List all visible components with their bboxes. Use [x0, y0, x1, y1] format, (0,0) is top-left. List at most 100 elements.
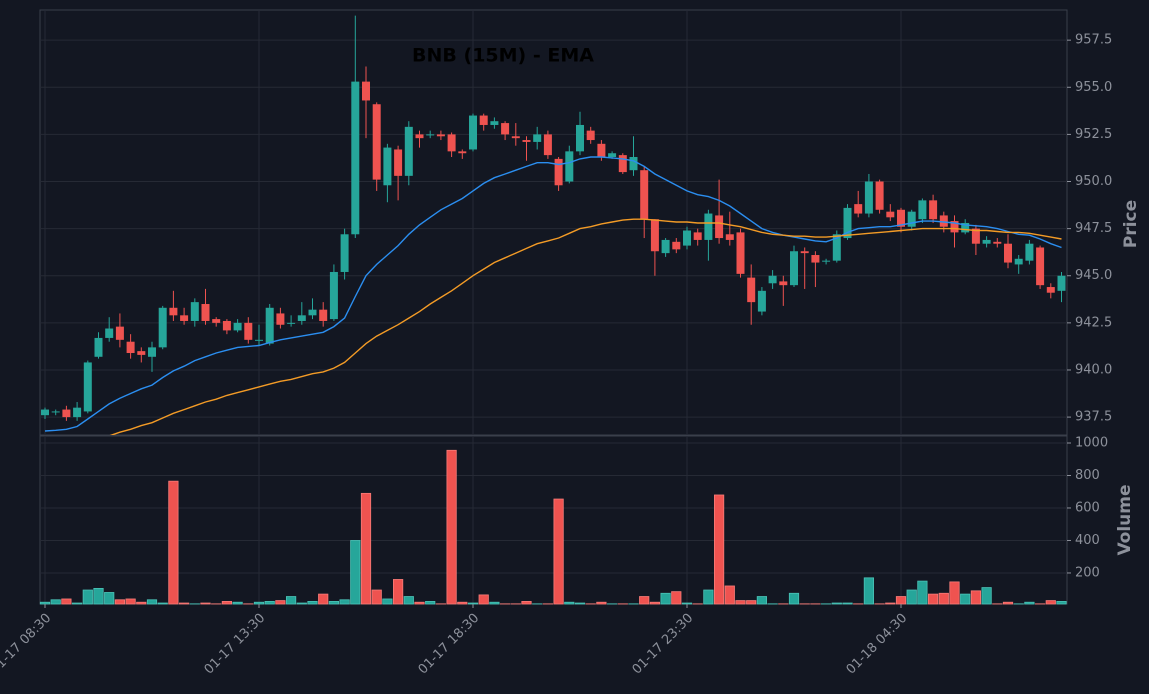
candle-body: [950, 221, 959, 233]
volume-axis-label: Volume: [1115, 484, 1135, 555]
candle-body: [51, 411, 60, 413]
chart-title: BNB (15M) - EMA: [412, 45, 594, 67]
volume-bar: [296, 602, 307, 605]
volume-bar: [168, 480, 179, 605]
volume-bar: [253, 601, 265, 605]
x-tick-label: 01-17 08:30: [0, 611, 54, 678]
y-tick-label: 940.0: [1075, 362, 1112, 377]
volume-bar: [104, 592, 115, 605]
candle-body: [276, 313, 285, 325]
volume-bar: [681, 602, 693, 605]
candle-body: [372, 104, 381, 180]
candle-body: [800, 251, 809, 254]
volume-bar: [1045, 600, 1056, 605]
y-axis-label: Price: [1121, 200, 1141, 248]
candle-body: [886, 211, 895, 218]
candle-body: [126, 341, 135, 354]
x-tick-label: 01-17 23:30: [630, 611, 697, 678]
volume-bar: [61, 598, 72, 605]
volume-bar: [746, 600, 757, 605]
candle-body: [864, 181, 873, 214]
volume-bar: [360, 492, 372, 605]
volume-bar: [221, 601, 232, 605]
volume-tick-label: 800: [1075, 468, 1100, 483]
candle-body: [394, 149, 403, 176]
volume-bar: [649, 601, 661, 605]
candle-body: [961, 222, 970, 233]
volume-bar: [842, 602, 853, 605]
candle-body: [854, 204, 863, 214]
volume-bar: [489, 601, 500, 605]
volume-bar: [831, 602, 842, 605]
candle-body: [736, 232, 745, 274]
candle-body: [929, 200, 938, 220]
candle-body: [415, 134, 424, 139]
candle-body: [190, 302, 199, 321]
candle-body: [672, 241, 681, 250]
volume-tick-label: 600: [1075, 500, 1100, 515]
candle-body: [201, 304, 210, 321]
candle-body: [169, 307, 178, 316]
volume-bar: [350, 540, 361, 605]
volume-bar: [232, 601, 243, 605]
candle-body: [757, 290, 766, 312]
candle-body: [94, 337, 103, 357]
volume-bar: [970, 590, 982, 605]
volume-bar: [1002, 601, 1014, 605]
candle-body: [501, 123, 510, 135]
candle-body: [790, 251, 798, 286]
candle-body: [458, 151, 467, 154]
volume-bar: [863, 577, 875, 605]
volume-bar: [553, 498, 564, 605]
y-tick-label: 952.5: [1075, 127, 1112, 142]
candle-body: [725, 234, 734, 240]
candle-body: [158, 307, 167, 348]
candle-body: [469, 115, 477, 150]
candle-body: [650, 219, 659, 252]
candle-body: [340, 234, 349, 272]
candle-body: [265, 307, 274, 344]
volume-bar: [200, 602, 211, 605]
volume-bar: [446, 449, 457, 605]
candle-body: [661, 239, 670, 254]
candle-body: [629, 157, 638, 171]
volume-bar: [425, 601, 436, 605]
candle-body: [939, 215, 948, 227]
candle-body: [897, 209, 905, 227]
volume-bar: [660, 592, 671, 605]
candle-body: [715, 215, 724, 239]
y-tick-label: 937.5: [1075, 410, 1112, 425]
candle-body: [565, 151, 574, 182]
y-tick-label: 955.0: [1075, 80, 1112, 95]
volume-bar: [671, 591, 682, 605]
candle-body: [907, 211, 916, 227]
volume-bar: [50, 599, 61, 605]
volume-bar: [285, 596, 297, 605]
candle-body: [982, 239, 991, 244]
y-tick-label: 950.0: [1075, 174, 1112, 189]
candle-body: [747, 277, 756, 303]
candle-body: [319, 309, 328, 321]
volume-bar: [960, 593, 971, 605]
volume-bar: [392, 579, 404, 605]
candle-body: [811, 255, 820, 263]
volume-bar: [339, 599, 350, 605]
candle-body: [843, 207, 852, 239]
volume-bar: [574, 602, 586, 605]
candle-body: [62, 409, 71, 418]
grid: [40, 10, 1067, 604]
volume-bar: [136, 601, 147, 605]
volume-bar: [938, 592, 949, 605]
volume-bar: [724, 585, 735, 605]
candle-body: [297, 315, 306, 321]
candle-body: [41, 409, 49, 416]
candle-body: [479, 115, 488, 125]
candle-body: [511, 136, 520, 139]
candle-body: [308, 309, 317, 316]
volume-bar: [564, 601, 575, 605]
volume-tick-label: 1000: [1075, 435, 1108, 450]
volume-bar: [114, 599, 125, 605]
candle-body: [436, 134, 445, 137]
candle-body: [105, 328, 114, 338]
volume-bar: [885, 602, 896, 605]
